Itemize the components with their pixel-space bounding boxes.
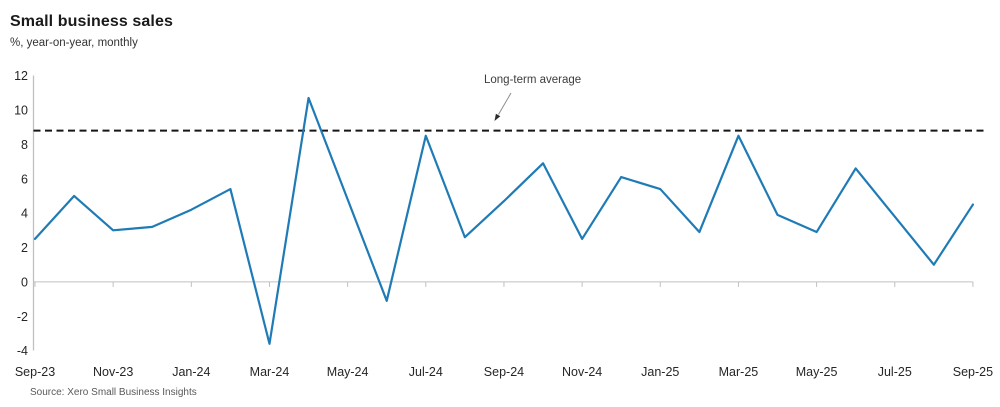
y-tick-label: -4 bbox=[17, 344, 28, 358]
axes-layer bbox=[32, 75, 974, 351]
y-tick-label: 4 bbox=[21, 207, 28, 221]
x-tick-label: May-24 bbox=[327, 365, 369, 379]
y-tick-label: 10 bbox=[14, 104, 28, 118]
annotation-arrow bbox=[494, 92, 512, 121]
chart-title: Small business sales bbox=[10, 13, 173, 30]
sales-line-series bbox=[33, 96, 975, 345]
x-tick-label: Jul-25 bbox=[878, 365, 912, 379]
y-tick-label: 8 bbox=[21, 138, 28, 152]
chart-subtitle: %, year-on-year, monthly bbox=[10, 37, 138, 49]
x-tick-label: Mar-25 bbox=[719, 365, 759, 379]
x-tick-label: Nov-24 bbox=[562, 365, 602, 379]
x-tick-label: Jan-25 bbox=[641, 365, 679, 379]
tick-labels-layer: Sep-23 Nov-23 Jan-24 Mar-24 May-24 Jul-24 Sep-… bbox=[14, 69, 993, 379]
source-note: Source: Xero Small Business Insights bbox=[30, 387, 197, 398]
x-tick-label: Jan-24 bbox=[172, 365, 210, 379]
y-tick-label: 12 bbox=[14, 69, 28, 83]
long-term-average-label: Long-term average bbox=[484, 74, 582, 86]
x-tick-label: Jul-24 bbox=[409, 365, 443, 379]
x-tick-label: Sep-24 bbox=[484, 365, 524, 379]
y-tick-label: 0 bbox=[21, 275, 28, 289]
x-tick-label: May-25 bbox=[796, 365, 838, 379]
x-tick-label: Mar-24 bbox=[250, 365, 290, 379]
y-tick-label: -2 bbox=[17, 310, 28, 324]
y-tick-label: 2 bbox=[21, 241, 28, 255]
x-tick-label: Sep-25 bbox=[953, 365, 993, 379]
x-tick-label: Sep-23 bbox=[15, 365, 55, 379]
plot-layer bbox=[33, 96, 987, 345]
x-tick-label: Nov-23 bbox=[93, 365, 133, 379]
annotation-arrowhead bbox=[494, 113, 501, 121]
y-tick-label: 6 bbox=[21, 172, 28, 186]
annotation-arrow-line bbox=[498, 92, 512, 115]
